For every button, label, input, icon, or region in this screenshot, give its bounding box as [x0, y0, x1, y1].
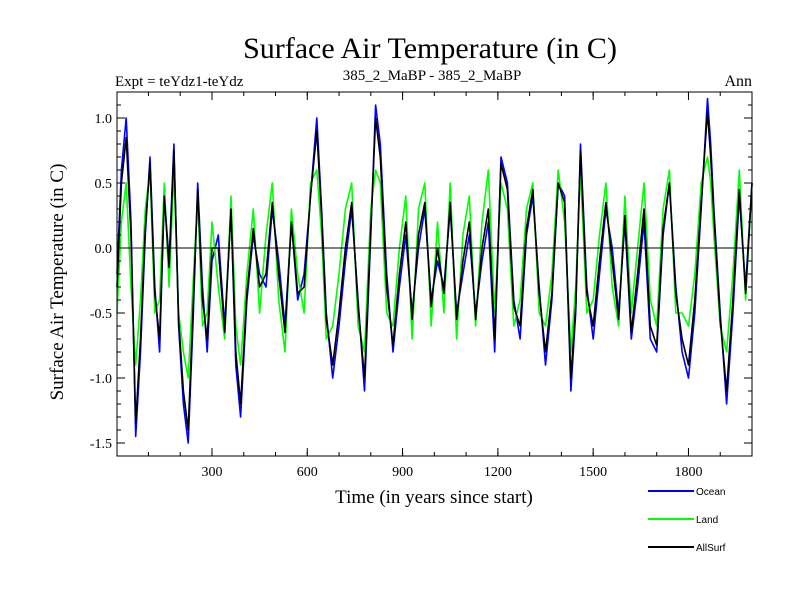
- x-tick-label: 1500: [579, 465, 607, 480]
- legend-label-land: Land: [696, 515, 718, 526]
- plot-area: 300 600 900 1200 1500 1800 -1.5 -1.0 -0.5 0.0 0.5 1…: [90, 91, 753, 480]
- x-axis-label: Time (in years since start): [335, 487, 533, 508]
- x-tick-label: 900: [392, 465, 413, 480]
- x-tick-label: 300: [201, 465, 222, 480]
- y-tick-label: -1.0: [90, 372, 112, 387]
- y-tick-label: 0.5: [95, 177, 113, 192]
- season-label: Ann: [724, 73, 752, 90]
- x-tick-label: 1800: [674, 465, 702, 480]
- y-tick-label: 1.0: [95, 112, 113, 127]
- legend: Ocean Land AllSurf: [648, 487, 726, 554]
- y-tick-label: -0.5: [90, 307, 112, 322]
- experiment-label: Expt = teYdz1-teYdz: [115, 74, 244, 90]
- y-tick-label: -1.5: [90, 437, 112, 452]
- chart-title: Surface Air Temperature (in C): [243, 32, 617, 65]
- y-axis-label: Surface Air Temperature (in C): [47, 164, 68, 401]
- x-tick-label: 600: [297, 465, 318, 480]
- y-tick-label: 0.0: [95, 242, 113, 257]
- series-line-allsurf: [116, 110, 753, 431]
- run-comparison-label: 385_2_MaBP - 385_2_MaBP: [343, 68, 522, 84]
- legend-label-ocean: Ocean: [696, 487, 725, 498]
- legend-label-allsurf: AllSurf: [696, 543, 726, 554]
- x-tick-label: 1200: [484, 465, 512, 480]
- series-line-land: [116, 156, 753, 379]
